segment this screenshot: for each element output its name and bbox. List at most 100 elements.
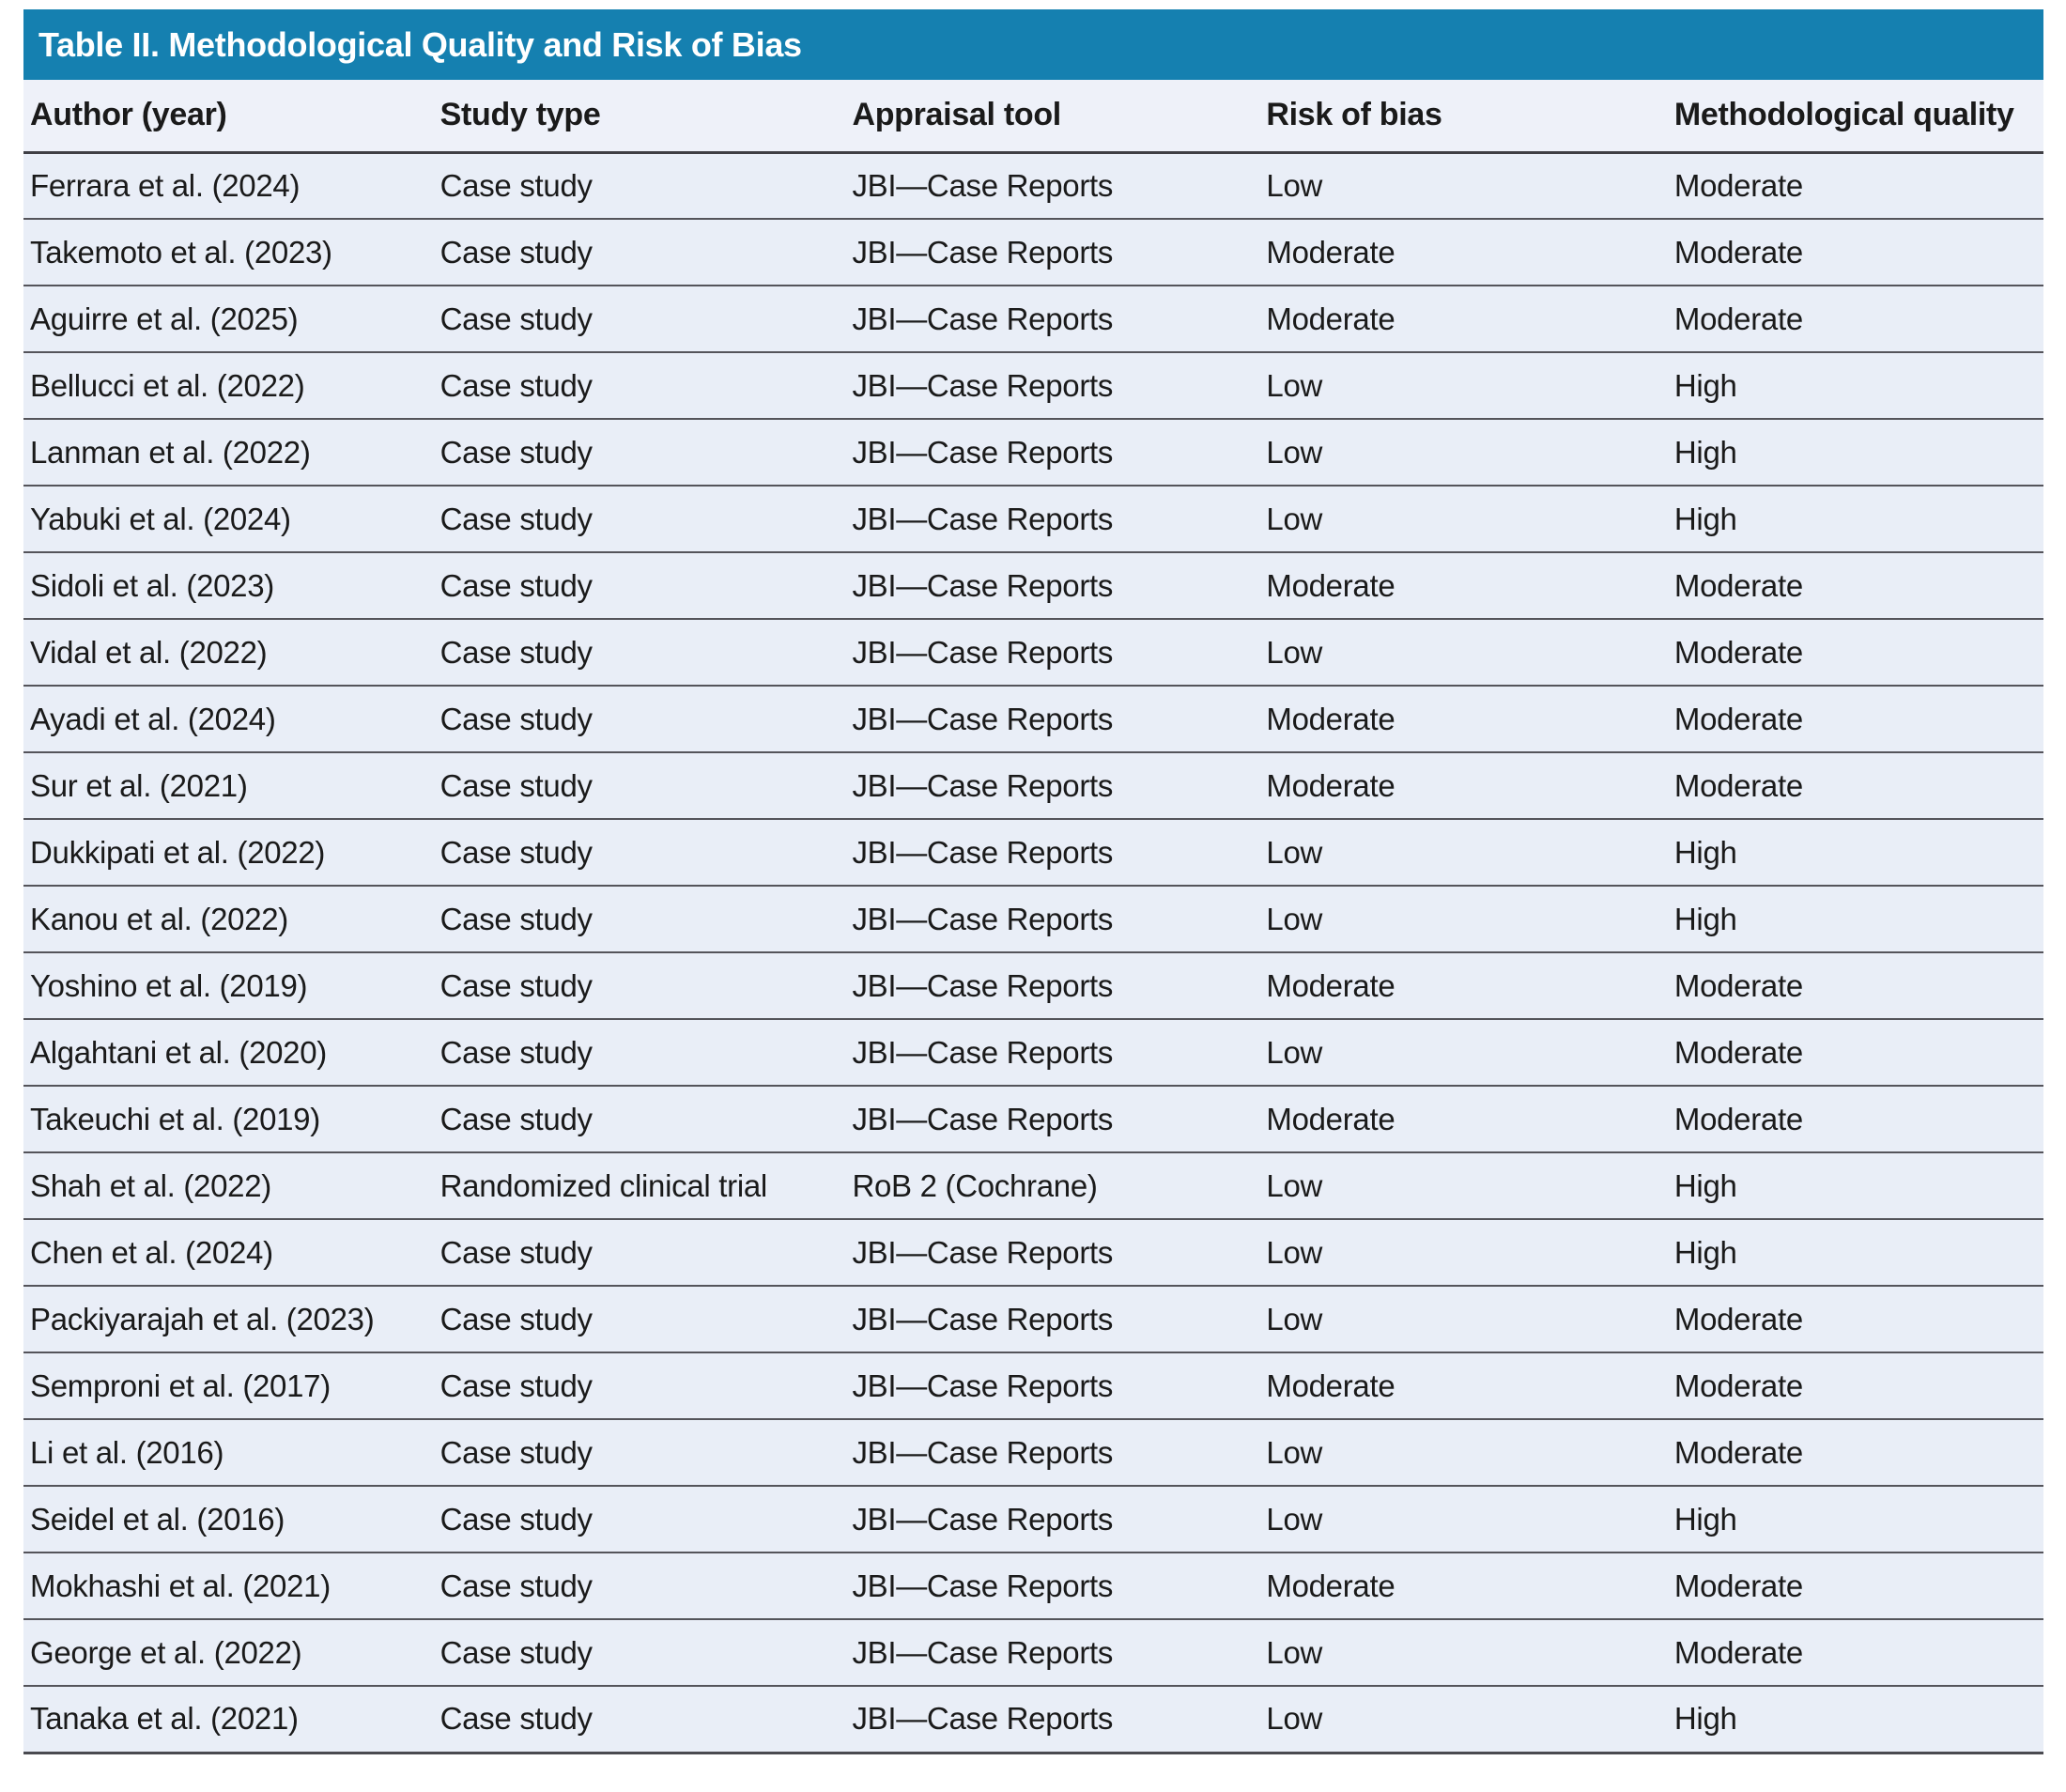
- cell-appraisal-tool: JBI—Case Reports: [845, 552, 1260, 620]
- table-row: Li et al. (2016) Case study JBI—Case Rep…: [23, 1419, 2043, 1487]
- cell-appraisal-tool: JBI—Case Reports: [845, 1086, 1260, 1153]
- table-row: Sidoli et al. (2023) Case study JBI—Case…: [23, 552, 2043, 620]
- cell-study-type: Case study: [433, 152, 846, 220]
- cell-risk-of-bias: Moderate: [1259, 552, 1668, 620]
- cell-author-year: Sidoli et al. (2023): [23, 552, 434, 620]
- cell-appraisal-tool: JBI—Case Reports: [845, 1686, 1260, 1754]
- table-row: Aguirre et al. (2025) Case study JBI—Cas…: [23, 286, 2043, 353]
- cell-study-type: Case study: [433, 1219, 846, 1287]
- cell-author-year: Sur et al. (2021): [23, 752, 434, 820]
- cell-appraisal-tool: JBI—Case Reports: [845, 286, 1260, 353]
- column-header-author-year: Author (year): [23, 80, 434, 154]
- cell-risk-of-bias: Moderate: [1259, 1086, 1668, 1153]
- cell-appraisal-tool: JBI—Case Reports: [845, 1419, 1260, 1487]
- column-header-methodological-quality: Methodological quality: [1667, 80, 2043, 154]
- cell-author-year: Chen et al. (2024): [23, 1219, 434, 1287]
- cell-appraisal-tool: JBI—Case Reports: [845, 1019, 1260, 1087]
- table-title: Table II. Methodological Quality and Ris…: [39, 24, 802, 64]
- cell-author-year: Takeuchi et al. (2019): [23, 1086, 434, 1153]
- table-row: Ferrara et al. (2024) Case study JBI—Cas…: [23, 152, 2043, 220]
- cell-appraisal-tool: JBI—Case Reports: [845, 1219, 1260, 1287]
- cell-appraisal-tool: JBI—Case Reports: [845, 1619, 1260, 1687]
- cell-author-year: George et al. (2022): [23, 1619, 434, 1687]
- cell-study-type: Case study: [433, 1553, 846, 1620]
- cell-methodological-quality: Moderate: [1667, 286, 2043, 353]
- cell-author-year: Aguirre et al. (2025): [23, 286, 434, 353]
- cell-methodological-quality: High: [1667, 1486, 2043, 1553]
- cell-study-type: Case study: [433, 1486, 846, 1553]
- cell-author-year: Dukkipati et al. (2022): [23, 819, 434, 887]
- cell-risk-of-bias: Low: [1259, 1486, 1668, 1553]
- cell-appraisal-tool: JBI—Case Reports: [845, 1352, 1260, 1420]
- table-row: Bellucci et al. (2022) Case study JBI—Ca…: [23, 352, 2043, 420]
- cell-author-year: Seidel et al. (2016): [23, 1486, 434, 1553]
- table-row: Mokhashi et al. (2021) Case study JBI—Ca…: [23, 1553, 2043, 1620]
- cell-study-type: Case study: [433, 1619, 846, 1687]
- cell-author-year: Ayadi et al. (2024): [23, 686, 434, 753]
- cell-appraisal-tool: JBI—Case Reports: [845, 886, 1260, 953]
- column-header-study-type: Study type: [433, 80, 846, 154]
- table-body: Ferrara et al. (2024) Case study JBI—Cas…: [23, 152, 2043, 1754]
- table-row: Ayadi et al. (2024) Case study JBI—Case …: [23, 686, 2043, 753]
- cell-methodological-quality: High: [1667, 819, 2043, 887]
- cell-appraisal-tool: JBI—Case Reports: [845, 486, 1260, 553]
- cell-methodological-quality: High: [1667, 352, 2043, 420]
- cell-study-type: Case study: [433, 752, 846, 820]
- cell-methodological-quality: High: [1667, 486, 2043, 553]
- cell-appraisal-tool: JBI—Case Reports: [845, 686, 1260, 753]
- cell-study-type: Case study: [433, 1419, 846, 1487]
- cell-appraisal-tool: JBI—Case Reports: [845, 619, 1260, 687]
- cell-methodological-quality: Moderate: [1667, 1553, 2043, 1620]
- cell-risk-of-bias: Low: [1259, 819, 1668, 887]
- cell-risk-of-bias: Low: [1259, 1619, 1668, 1687]
- cell-methodological-quality: High: [1667, 1219, 2043, 1287]
- table-row: Takeuchi et al. (2019) Case study JBI—Ca…: [23, 1086, 2043, 1153]
- cell-author-year: Takemoto et al. (2023): [23, 219, 434, 286]
- cell-risk-of-bias: Moderate: [1259, 286, 1668, 353]
- table-row: Yoshino et al. (2019) Case study JBI—Cas…: [23, 952, 2043, 1020]
- cell-study-type: Case study: [433, 1686, 846, 1754]
- cell-study-type: Randomized clinical trial: [433, 1152, 846, 1220]
- cell-risk-of-bias: Low: [1259, 619, 1668, 687]
- column-header-risk-of-bias: Risk of bias: [1259, 80, 1668, 154]
- cell-study-type: Case study: [433, 1019, 846, 1087]
- cell-methodological-quality: Moderate: [1667, 1019, 2043, 1087]
- table-row: Takemoto et al. (2023) Case study JBI—Ca…: [23, 219, 2043, 286]
- cell-author-year: Kanou et al. (2022): [23, 886, 434, 953]
- table-row: Vidal et al. (2022) Case study JBI—Case …: [23, 619, 2043, 687]
- quality-risk-table: Author (year) Study type Appraisal tool …: [23, 80, 2043, 1754]
- cell-study-type: Case study: [433, 1286, 846, 1353]
- column-header-appraisal-tool: Appraisal tool: [845, 80, 1260, 154]
- cell-author-year: Packiyarajah et al. (2023): [23, 1286, 434, 1353]
- cell-study-type: Case study: [433, 219, 846, 286]
- cell-risk-of-bias: Low: [1259, 1686, 1668, 1754]
- cell-methodological-quality: Moderate: [1667, 1086, 2043, 1153]
- cell-methodological-quality: Moderate: [1667, 1619, 2043, 1687]
- cell-appraisal-tool: JBI—Case Reports: [845, 419, 1260, 487]
- cell-methodological-quality: Moderate: [1667, 952, 2043, 1020]
- cell-risk-of-bias: Low: [1259, 352, 1668, 420]
- cell-study-type: Case study: [433, 486, 846, 553]
- table-row: Yabuki et al. (2024) Case study JBI—Case…: [23, 486, 2043, 553]
- cell-author-year: Lanman et al. (2022): [23, 419, 434, 487]
- cell-methodological-quality: Moderate: [1667, 686, 2043, 753]
- table-row: Kanou et al. (2022) Case study JBI—Case …: [23, 886, 2043, 953]
- cell-risk-of-bias: Moderate: [1259, 686, 1668, 753]
- cell-risk-of-bias: Moderate: [1259, 219, 1668, 286]
- cell-study-type: Case study: [433, 952, 846, 1020]
- table-row: Chen et al. (2024) Case study JBI—Case R…: [23, 1219, 2043, 1287]
- cell-author-year: Li et al. (2016): [23, 1419, 434, 1487]
- cell-appraisal-tool: JBI—Case Reports: [845, 952, 1260, 1020]
- cell-appraisal-tool: RoB 2 (Cochrane): [845, 1152, 1260, 1220]
- cell-risk-of-bias: Low: [1259, 1019, 1668, 1087]
- table-row: Semproni et al. (2017) Case study JBI—Ca…: [23, 1352, 2043, 1420]
- cell-methodological-quality: High: [1667, 419, 2043, 487]
- cell-study-type: Case study: [433, 419, 846, 487]
- cell-methodological-quality: Moderate: [1667, 219, 2043, 286]
- cell-author-year: Bellucci et al. (2022): [23, 352, 434, 420]
- cell-risk-of-bias: Low: [1259, 1152, 1668, 1220]
- cell-study-type: Case study: [433, 352, 846, 420]
- cell-methodological-quality: Moderate: [1667, 752, 2043, 820]
- table-row: George et al. (2022) Case study JBI—Case…: [23, 1619, 2043, 1687]
